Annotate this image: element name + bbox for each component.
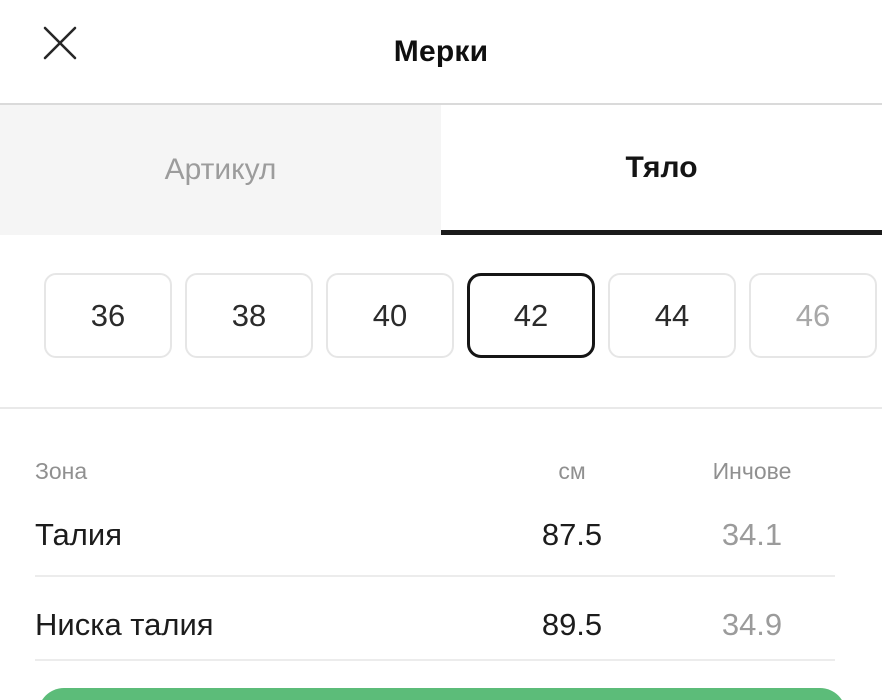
column-header-zone: Зона <box>35 458 88 484</box>
close-icon <box>42 25 78 64</box>
confirm-button[interactable] <box>38 688 846 700</box>
inches-value: 34.9 <box>721 607 783 642</box>
cm-value: 87.5 <box>541 517 603 552</box>
zone-label: Талия <box>35 517 122 552</box>
measurements-table: Зона см Инчове Талия 87.5 34.1 Ниска тал… <box>35 457 847 661</box>
size-option-36[interactable]: 36 <box>44 273 172 358</box>
size-option-46[interactable]: 46 <box>749 273 877 358</box>
size-selector: 36 38 40 42 44 46 <box>0 273 882 358</box>
tab-artikul[interactable]: Артикул <box>0 105 441 235</box>
header-divider <box>0 103 882 105</box>
zone-label: Ниска талия <box>35 607 214 642</box>
page-title: Мерки <box>393 34 489 68</box>
cm-value: 89.5 <box>541 607 603 642</box>
size-option-44[interactable]: 44 <box>608 273 736 358</box>
tab-bar: Артикул Тяло <box>0 105 882 235</box>
inches-value: 34.1 <box>721 517 783 552</box>
modal-header: Мерки <box>0 0 882 103</box>
row-divider <box>35 575 835 577</box>
size-option-40[interactable]: 40 <box>326 273 454 358</box>
table-header-row: Зона см Инчове <box>35 457 847 485</box>
close-button[interactable] <box>40 24 80 64</box>
column-header-cm: см <box>558 458 586 484</box>
table-row-waist: Талия 87.5 34.1 <box>35 517 847 553</box>
tab-tyalo[interactable]: Тяло <box>441 105 882 235</box>
sizes-table-divider <box>0 407 882 409</box>
tab-tyalo-label: Тяло <box>625 150 698 184</box>
tab-artikul-label: Артикул <box>164 153 277 186</box>
size-option-42-selected[interactable]: 42 <box>467 273 595 358</box>
size-option-38[interactable]: 38 <box>185 273 313 358</box>
table-row-low-waist: Ниска талия 89.5 34.9 <box>35 607 847 643</box>
column-header-inches: Инчове <box>712 458 792 484</box>
row-divider <box>35 659 835 661</box>
